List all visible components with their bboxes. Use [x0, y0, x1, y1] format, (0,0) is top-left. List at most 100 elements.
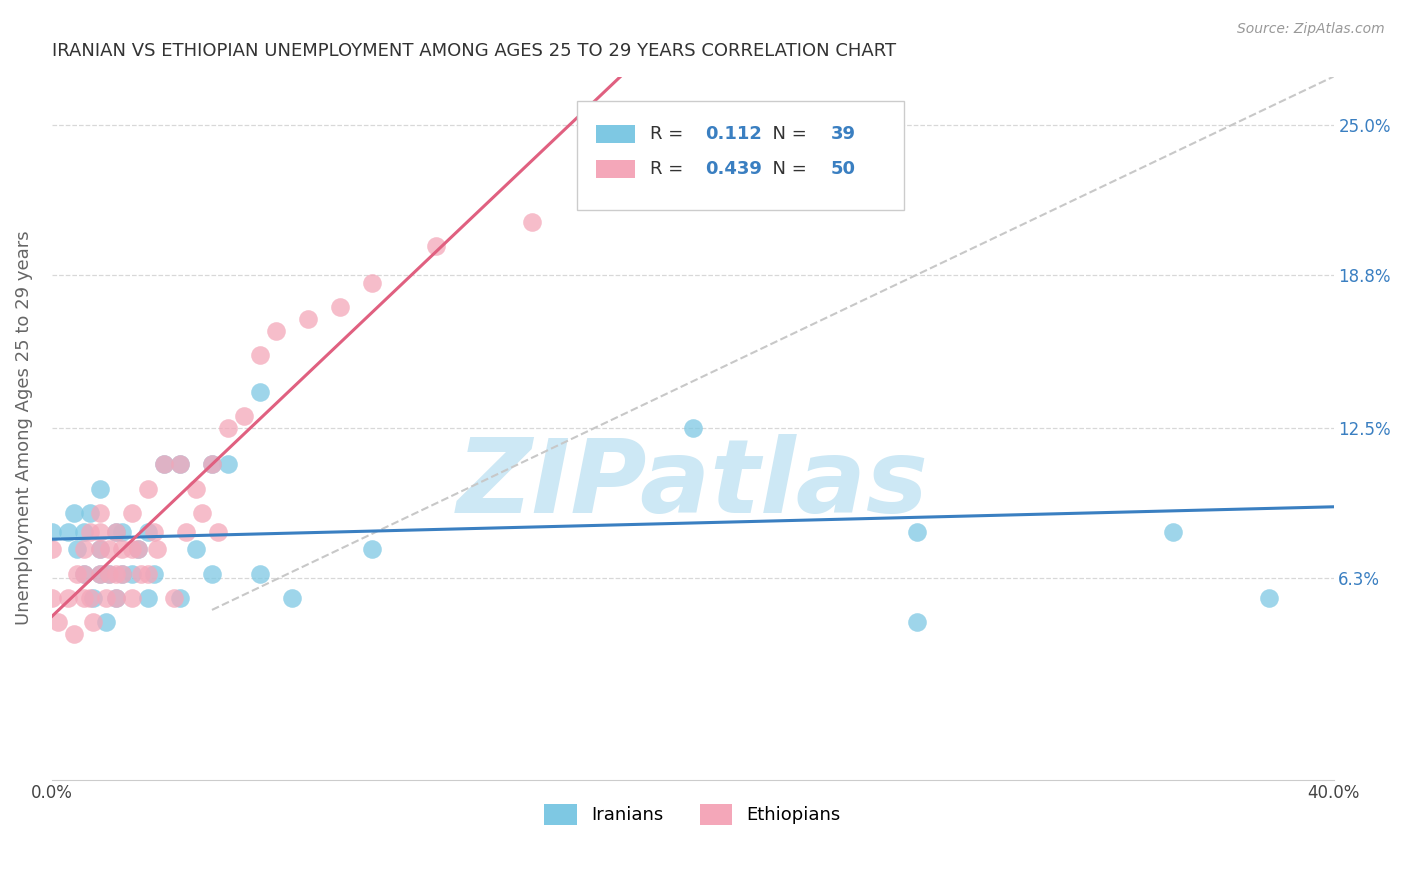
- Point: [905, 615, 928, 629]
- Point: [249, 384, 271, 399]
- Point: [136, 482, 159, 496]
- Point: [82, 591, 104, 605]
- Point: [111, 566, 134, 581]
- FancyBboxPatch shape: [578, 101, 904, 211]
- Point: [73, 525, 96, 540]
- Text: N =: N =: [761, 160, 813, 178]
- Text: 0.112: 0.112: [706, 125, 762, 143]
- Point: [143, 566, 166, 581]
- Point: [89, 482, 111, 496]
- Point: [121, 506, 143, 520]
- Point: [217, 421, 239, 435]
- Text: 50: 50: [831, 160, 856, 178]
- Point: [79, 525, 101, 540]
- Point: [136, 591, 159, 605]
- Point: [41, 542, 63, 557]
- Point: [201, 458, 224, 472]
- Point: [82, 615, 104, 629]
- Point: [127, 542, 149, 557]
- Point: [329, 300, 352, 314]
- Text: IRANIAN VS ETHIOPIAN UNEMPLOYMENT AMONG AGES 25 TO 29 YEARS CORRELATION CHART: IRANIAN VS ETHIOPIAN UNEMPLOYMENT AMONG …: [52, 42, 896, 60]
- Text: 39: 39: [831, 125, 856, 143]
- Text: 0.439: 0.439: [706, 160, 762, 178]
- Point: [89, 525, 111, 540]
- Point: [89, 542, 111, 557]
- Point: [585, 191, 607, 205]
- Point: [63, 627, 86, 641]
- Point: [46, 615, 69, 629]
- Point: [522, 215, 544, 229]
- Point: [162, 591, 184, 605]
- Legend: Iranians, Ethiopians: Iranians, Ethiopians: [536, 795, 849, 834]
- Point: [201, 458, 224, 472]
- Point: [66, 566, 89, 581]
- Point: [169, 458, 191, 472]
- Point: [111, 525, 134, 540]
- Point: [217, 458, 239, 472]
- Point: [89, 566, 111, 581]
- Point: [184, 482, 207, 496]
- Point: [233, 409, 256, 423]
- Text: R =: R =: [651, 160, 689, 178]
- Y-axis label: Unemployment Among Ages 25 to 29 years: Unemployment Among Ages 25 to 29 years: [15, 231, 32, 625]
- Point: [249, 566, 271, 581]
- Point: [249, 348, 271, 362]
- Point: [176, 525, 198, 540]
- Point: [143, 525, 166, 540]
- Point: [201, 566, 224, 581]
- Point: [281, 591, 304, 605]
- Point: [184, 542, 207, 557]
- Text: N =: N =: [761, 125, 813, 143]
- Point: [56, 525, 79, 540]
- Point: [111, 542, 134, 557]
- Point: [98, 566, 121, 581]
- Point: [104, 591, 127, 605]
- Point: [1258, 591, 1281, 605]
- Point: [169, 591, 191, 605]
- Point: [121, 542, 143, 557]
- Point: [127, 542, 149, 557]
- Point: [146, 542, 169, 557]
- Point: [207, 525, 229, 540]
- Point: [361, 542, 384, 557]
- Point: [153, 458, 176, 472]
- Point: [79, 591, 101, 605]
- Point: [73, 542, 96, 557]
- Point: [66, 542, 89, 557]
- Point: [264, 324, 287, 338]
- Point: [96, 591, 118, 605]
- Point: [96, 615, 118, 629]
- Point: [56, 591, 79, 605]
- Point: [169, 458, 191, 472]
- Bar: [596, 161, 636, 178]
- Point: [104, 566, 127, 581]
- Point: [89, 566, 111, 581]
- Point: [1161, 525, 1184, 540]
- Point: [41, 591, 63, 605]
- Point: [136, 566, 159, 581]
- Point: [153, 458, 176, 472]
- Point: [104, 591, 127, 605]
- Point: [73, 591, 96, 605]
- Text: R =: R =: [651, 125, 689, 143]
- Point: [191, 506, 214, 520]
- Point: [41, 525, 63, 540]
- Point: [905, 525, 928, 540]
- Point: [297, 312, 319, 326]
- Point: [131, 566, 153, 581]
- Bar: [596, 125, 636, 143]
- Text: ZIPatlas: ZIPatlas: [457, 434, 928, 535]
- Point: [104, 525, 127, 540]
- Point: [682, 421, 704, 435]
- Point: [121, 591, 143, 605]
- Point: [98, 566, 121, 581]
- Point: [111, 566, 134, 581]
- Point: [136, 525, 159, 540]
- Point: [63, 506, 86, 520]
- Point: [89, 506, 111, 520]
- Point: [104, 525, 127, 540]
- Point: [73, 566, 96, 581]
- Text: Source: ZipAtlas.com: Source: ZipAtlas.com: [1237, 22, 1385, 37]
- Point: [73, 566, 96, 581]
- Point: [79, 506, 101, 520]
